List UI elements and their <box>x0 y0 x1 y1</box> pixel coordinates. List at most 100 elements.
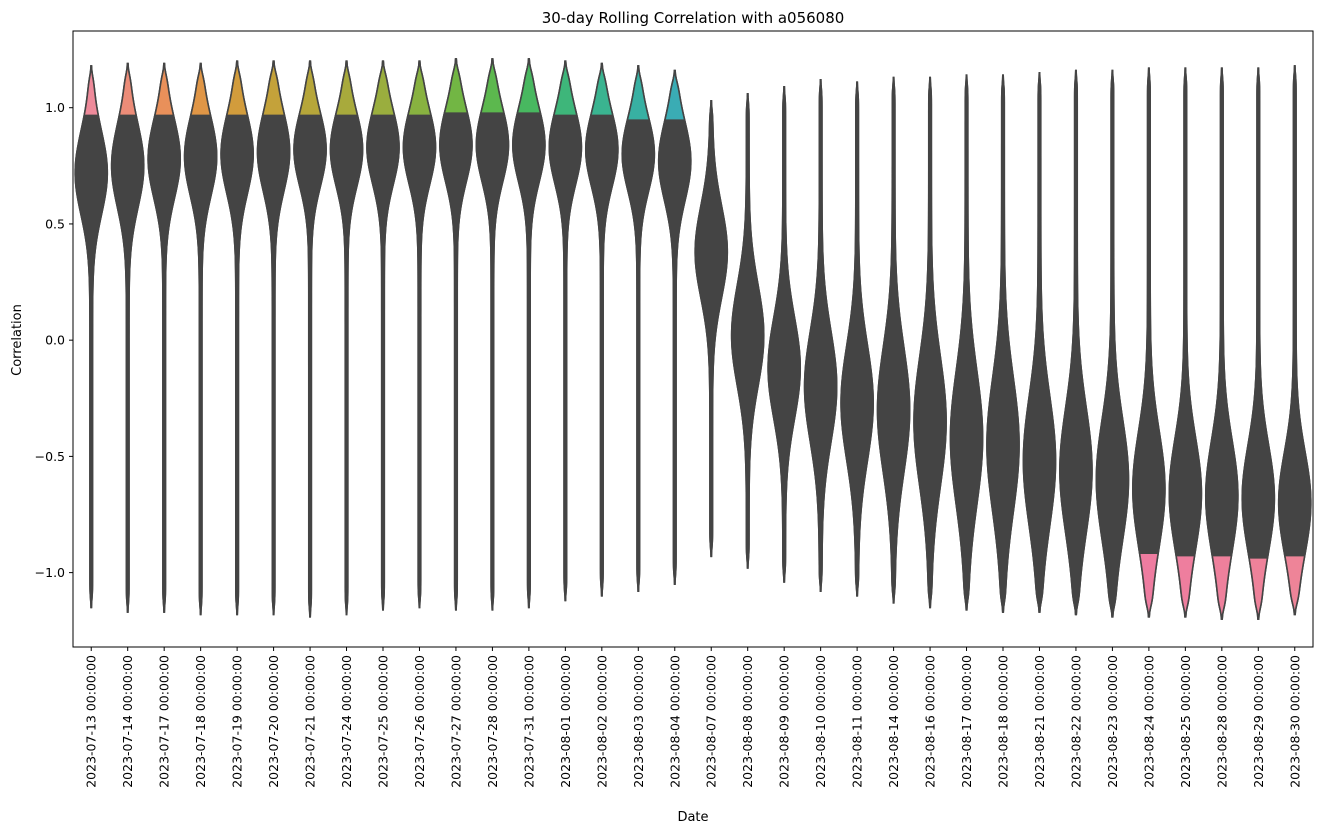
x-tick-label: 2023-08-30 00:00:00 <box>1287 655 1302 788</box>
violin-fill <box>913 76 947 609</box>
y-tick-label: 0.0 <box>45 333 65 348</box>
x-tick-label: 2023-07-25 00:00:00 <box>376 655 391 788</box>
violin-fill <box>1242 68 1275 559</box>
x-tick-label: 2023-08-23 00:00:00 <box>1105 655 1120 788</box>
violin-outline <box>1204 67 1239 620</box>
x-axis-label: Date <box>677 810 708 825</box>
x-tick-label: 2023-08-07 00:00:00 <box>704 655 719 788</box>
y-tick-label: 0.5 <box>45 216 65 231</box>
x-tick-label: 2023-07-18 00:00:00 <box>193 655 208 788</box>
violin-outline <box>293 60 327 618</box>
x-tick-label: 2023-08-18 00:00:00 <box>996 655 1011 788</box>
violin-fill <box>1169 68 1202 557</box>
violin-outline <box>621 65 656 593</box>
violin-fill <box>75 114 108 608</box>
violin-fill <box>694 99 729 558</box>
violin-fill <box>476 112 509 610</box>
violin-outline <box>1168 67 1203 618</box>
x-tick-label: 2023-07-14 00:00:00 <box>120 655 135 788</box>
violin-fill <box>767 85 802 583</box>
x-axis: 2023-07-13 00:00:00 2023-07-14 00:00:00 20… <box>84 647 1302 788</box>
violin-fill <box>330 114 363 615</box>
violin-outline <box>329 60 364 616</box>
x-tick-label: 2023-08-10 00:00:00 <box>813 655 828 788</box>
violin-fill <box>257 114 290 615</box>
x-tick-label: 2023-08-16 00:00:00 <box>923 655 938 788</box>
violin-fill <box>986 74 1020 613</box>
x-tick-label: 2023-08-02 00:00:00 <box>594 655 609 788</box>
y-tick-label: 1.0 <box>45 100 65 115</box>
violin-outline <box>183 62 218 616</box>
violin-fill <box>1095 69 1130 618</box>
y-tick-label: −0.5 <box>35 449 65 464</box>
violin-outline <box>110 62 145 613</box>
x-tick-label: 2023-08-11 00:00:00 <box>850 655 865 788</box>
x-tick-label: 2023-08-22 00:00:00 <box>1068 655 1083 788</box>
x-tick-label: 2023-08-04 00:00:00 <box>667 655 682 788</box>
x-tick-label: 2023-07-26 00:00:00 <box>412 655 427 788</box>
x-tick-label: 2023-07-27 00:00:00 <box>448 655 463 788</box>
violin-outline <box>548 60 583 602</box>
violin-fill <box>1278 65 1311 557</box>
violin-outline <box>220 60 254 616</box>
x-tick-label: 2023-07-19 00:00:00 <box>230 655 245 788</box>
violin-outline <box>402 60 437 609</box>
violin-outline <box>74 65 109 609</box>
violin-fill <box>366 114 400 610</box>
plot-frame <box>72 30 1314 648</box>
violin-outline <box>1241 67 1276 620</box>
x-tick-label: 2023-08-09 00:00:00 <box>777 655 792 788</box>
x-tick-label: 2023-07-28 00:00:00 <box>485 655 500 788</box>
violin-outline <box>366 60 400 611</box>
x-tick-label: 2023-07-24 00:00:00 <box>339 655 354 788</box>
violin-fill <box>111 114 144 613</box>
x-tick-label: 2023-08-24 00:00:00 <box>1141 655 1156 788</box>
violin-outline <box>1277 65 1312 616</box>
chart-title: 30-day Rolling Correlation with a056080 <box>542 9 845 27</box>
violin-outline <box>256 60 291 616</box>
x-tick-label: 2023-07-13 00:00:00 <box>84 655 99 788</box>
x-tick-label: 2023-08-14 00:00:00 <box>886 655 901 788</box>
violin-fill <box>221 114 254 615</box>
violin-outline <box>584 62 619 597</box>
x-tick-label: 2023-08-01 00:00:00 <box>558 655 573 788</box>
violin-fill <box>1022 72 1057 613</box>
violin-fill <box>730 92 765 569</box>
x-tick-label: 2023-08-28 00:00:00 <box>1214 655 1229 788</box>
x-tick-label: 2023-08-08 00:00:00 <box>740 655 755 788</box>
violin-fill <box>512 112 545 608</box>
violin-fill <box>184 114 217 615</box>
violin-fill <box>148 114 181 613</box>
violin-fill <box>294 114 327 617</box>
violin-fill <box>585 114 618 596</box>
violin-fill <box>1059 69 1093 616</box>
violin-outline <box>475 58 510 611</box>
violin-fill <box>876 76 911 604</box>
violin-outline <box>657 69 692 586</box>
violin-group <box>74 58 1312 620</box>
y-axis-label: Correlation <box>10 304 25 376</box>
violin-outline <box>147 62 182 613</box>
y-tick-label: −1.0 <box>35 565 65 580</box>
violin-fill <box>803 79 838 593</box>
violin-fill <box>1132 68 1165 555</box>
x-tick-label: 2023-07-17 00:00:00 <box>157 655 172 788</box>
x-tick-label: 2023-07-21 00:00:00 <box>303 655 318 788</box>
violin-outline <box>1132 67 1166 618</box>
violin-outline <box>512 58 546 609</box>
violin-fill <box>439 112 472 610</box>
violin-fill <box>403 114 436 608</box>
x-tick-label: 2023-07-20 00:00:00 <box>266 655 281 788</box>
x-tick-label: 2023-08-21 00:00:00 <box>1032 655 1047 788</box>
violin-fill <box>840 81 874 597</box>
violin-outline <box>439 58 473 611</box>
y-axis: 1.0 0.5 0.0 −0.5 −1.0 <box>35 100 73 580</box>
violin-fill <box>1205 68 1238 557</box>
violin-fill <box>622 119 655 592</box>
violin-fill <box>949 74 984 611</box>
violin-fill <box>549 114 582 601</box>
x-tick-label: 2023-08-25 00:00:00 <box>1178 655 1193 788</box>
x-tick-label: 2023-07-31 00:00:00 <box>521 655 536 788</box>
violin-fill <box>658 119 691 585</box>
